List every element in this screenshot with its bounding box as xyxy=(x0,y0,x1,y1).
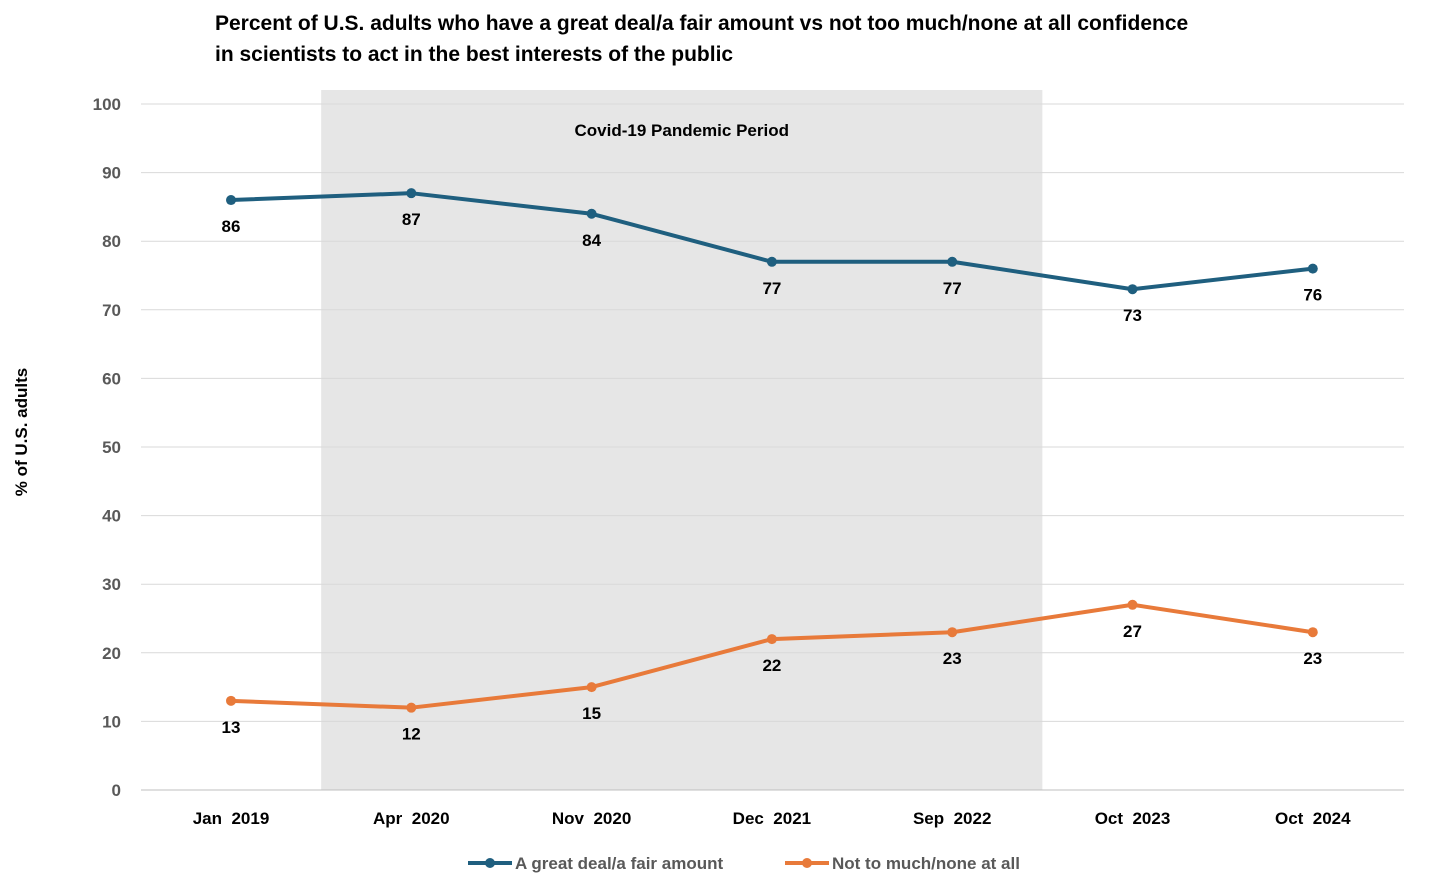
data-point xyxy=(1127,599,1138,610)
y-tick-label: 70 xyxy=(102,301,121,320)
x-tick-label: Oct 2024 xyxy=(1275,809,1351,828)
data-label: 77 xyxy=(762,279,781,298)
data-label: 76 xyxy=(1303,286,1322,305)
x-tick-label: Sep 2022 xyxy=(913,809,991,828)
data-point xyxy=(766,634,777,645)
y-tick-label: 60 xyxy=(102,369,121,388)
x-tick-label: Apr 2020 xyxy=(373,809,450,828)
y-tick-label: 20 xyxy=(102,644,121,663)
data-point xyxy=(1127,284,1138,295)
x-tick-label: Jan 2019 xyxy=(193,809,270,828)
data-point xyxy=(947,256,958,267)
data-point xyxy=(226,195,236,206)
data-label: 27 xyxy=(1123,622,1142,641)
y-tick-label: 80 xyxy=(102,232,121,251)
data-point xyxy=(947,627,958,638)
y-axis-title: % of U.S. adults xyxy=(12,368,31,496)
shaded-region-label: Covid-19 Pandemic Period xyxy=(575,121,789,140)
data-label: 23 xyxy=(943,649,962,668)
data-label: 84 xyxy=(582,231,601,250)
data-label: 23 xyxy=(1303,649,1322,668)
data-point xyxy=(226,695,236,706)
legend-marker-2 xyxy=(802,858,812,868)
shaded-region-rect xyxy=(321,90,1043,790)
legend-marker-1 xyxy=(485,858,495,868)
chart-title-line-2: in scientists to act in the best interes… xyxy=(215,43,734,66)
y-tick-label: 100 xyxy=(93,95,121,114)
gridlines xyxy=(141,103,1404,791)
data-label: 22 xyxy=(762,656,781,675)
legend-label-2: Not to much/none at all xyxy=(832,854,1020,873)
data-label: 13 xyxy=(222,718,241,737)
data-label: 12 xyxy=(402,725,421,744)
shaded-region: Covid-19 Pandemic Period xyxy=(321,90,1043,790)
y-tick-label: 0 xyxy=(112,781,121,800)
data-point xyxy=(586,208,597,219)
data-label: 73 xyxy=(1123,306,1142,325)
chart-title-line-1: Percent of U.S. adults who have a great … xyxy=(215,12,1189,35)
legend-label-1: A great deal/a fair amount xyxy=(515,854,723,873)
legend: A great deal/a fair amount Not to much/no… xyxy=(468,854,1020,873)
data-point xyxy=(406,188,417,199)
chart-title: Percent of U.S. adults who have a great … xyxy=(215,8,1315,70)
data-point xyxy=(766,256,777,267)
data-point xyxy=(406,702,417,713)
data-label: 87 xyxy=(402,210,421,229)
x-axis-ticks: Jan 2019 Apr 2020 Nov 2020 Dec 2021 Sep 2022… xyxy=(193,809,1351,828)
data-labels: 86 87 84 77 77 73 76 13 12 15 22 23 27 23 xyxy=(222,210,1323,744)
data-point xyxy=(586,682,597,693)
data-label: 86 xyxy=(222,217,241,236)
data-label: 77 xyxy=(943,279,962,298)
x-tick-label: Oct 2023 xyxy=(1095,809,1171,828)
y-axis-ticks: 0 10 20 30 40 50 60 70 80 90 100 xyxy=(93,95,121,800)
x-tick-label: Nov 2020 xyxy=(552,809,631,828)
y-tick-label: 10 xyxy=(102,712,121,731)
series-lines xyxy=(226,188,1318,713)
data-point xyxy=(1307,263,1318,274)
y-tick-label: 50 xyxy=(102,438,121,457)
data-point xyxy=(1307,627,1318,638)
data-label: 15 xyxy=(582,704,601,723)
x-tick-label: Dec 2021 xyxy=(733,809,811,828)
y-tick-label: 30 xyxy=(102,575,121,594)
y-tick-label: 40 xyxy=(102,507,121,526)
y-tick-label: 90 xyxy=(102,164,121,183)
